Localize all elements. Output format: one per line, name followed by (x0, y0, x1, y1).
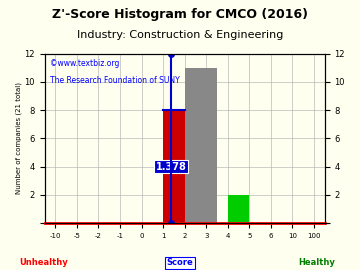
Text: The Research Foundation of SUNY: The Research Foundation of SUNY (50, 76, 180, 85)
Text: Unhealthy: Unhealthy (19, 258, 68, 267)
Text: Healthy: Healthy (298, 258, 335, 267)
Text: Z'-Score Histogram for CMCO (2016): Z'-Score Histogram for CMCO (2016) (52, 8, 308, 21)
Text: ©www.textbiz.org: ©www.textbiz.org (50, 59, 120, 68)
Text: 1.378: 1.378 (156, 161, 187, 172)
Bar (185, 68, 217, 223)
Bar (163, 110, 185, 223)
Bar (228, 195, 249, 223)
Text: Industry: Construction & Engineering: Industry: Construction & Engineering (77, 30, 283, 40)
Y-axis label: Number of companies (21 total): Number of companies (21 total) (15, 82, 22, 194)
Text: Score: Score (167, 258, 193, 267)
